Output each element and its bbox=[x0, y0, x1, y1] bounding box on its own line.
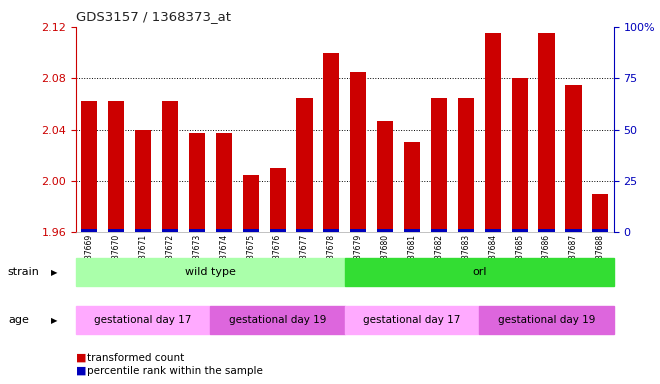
Bar bbox=[512, 78, 528, 232]
Bar bbox=[592, 194, 609, 232]
Text: age: age bbox=[8, 315, 29, 325]
Bar bbox=[108, 101, 124, 232]
Bar bbox=[512, 229, 528, 232]
Bar bbox=[458, 229, 474, 232]
Text: orl: orl bbox=[472, 267, 486, 277]
Bar bbox=[323, 229, 339, 232]
Bar bbox=[592, 229, 609, 232]
Bar bbox=[189, 229, 205, 232]
Bar bbox=[484, 229, 501, 232]
Bar bbox=[269, 168, 286, 232]
Bar bbox=[377, 121, 393, 232]
Text: ▶: ▶ bbox=[51, 268, 57, 277]
Text: ■: ■ bbox=[76, 366, 86, 376]
Bar bbox=[484, 33, 501, 232]
Bar bbox=[243, 229, 259, 232]
Text: transformed count: transformed count bbox=[87, 353, 184, 363]
Bar bbox=[189, 134, 205, 232]
Text: ■: ■ bbox=[76, 353, 86, 363]
Text: gestational day 19: gestational day 19 bbox=[498, 315, 595, 325]
Bar bbox=[216, 229, 232, 232]
Bar bbox=[458, 98, 474, 232]
Text: gestational day 17: gestational day 17 bbox=[94, 315, 192, 325]
Text: ▶: ▶ bbox=[51, 316, 57, 325]
Bar bbox=[135, 229, 151, 232]
Text: gestational day 17: gestational day 17 bbox=[364, 315, 461, 325]
Bar bbox=[566, 84, 581, 232]
Bar bbox=[216, 134, 232, 232]
Bar bbox=[81, 229, 98, 232]
Bar bbox=[135, 130, 151, 232]
Bar bbox=[350, 72, 366, 232]
Text: strain: strain bbox=[8, 267, 40, 277]
Bar bbox=[323, 53, 339, 232]
Bar bbox=[377, 229, 393, 232]
Text: wild type: wild type bbox=[185, 267, 236, 277]
Bar bbox=[162, 229, 178, 232]
Bar bbox=[296, 98, 313, 232]
Bar bbox=[269, 229, 286, 232]
Bar bbox=[404, 142, 420, 232]
Bar bbox=[566, 229, 581, 232]
Bar bbox=[431, 229, 447, 232]
Bar bbox=[243, 175, 259, 232]
Text: gestational day 19: gestational day 19 bbox=[229, 315, 326, 325]
Bar bbox=[404, 229, 420, 232]
Bar bbox=[81, 101, 98, 232]
Bar bbox=[108, 229, 124, 232]
Bar bbox=[539, 229, 554, 232]
Bar bbox=[296, 229, 313, 232]
Text: GDS3157 / 1368373_at: GDS3157 / 1368373_at bbox=[76, 10, 231, 23]
Text: percentile rank within the sample: percentile rank within the sample bbox=[87, 366, 263, 376]
Bar bbox=[431, 98, 447, 232]
Bar bbox=[162, 101, 178, 232]
Bar bbox=[350, 229, 366, 232]
Bar bbox=[539, 33, 554, 232]
